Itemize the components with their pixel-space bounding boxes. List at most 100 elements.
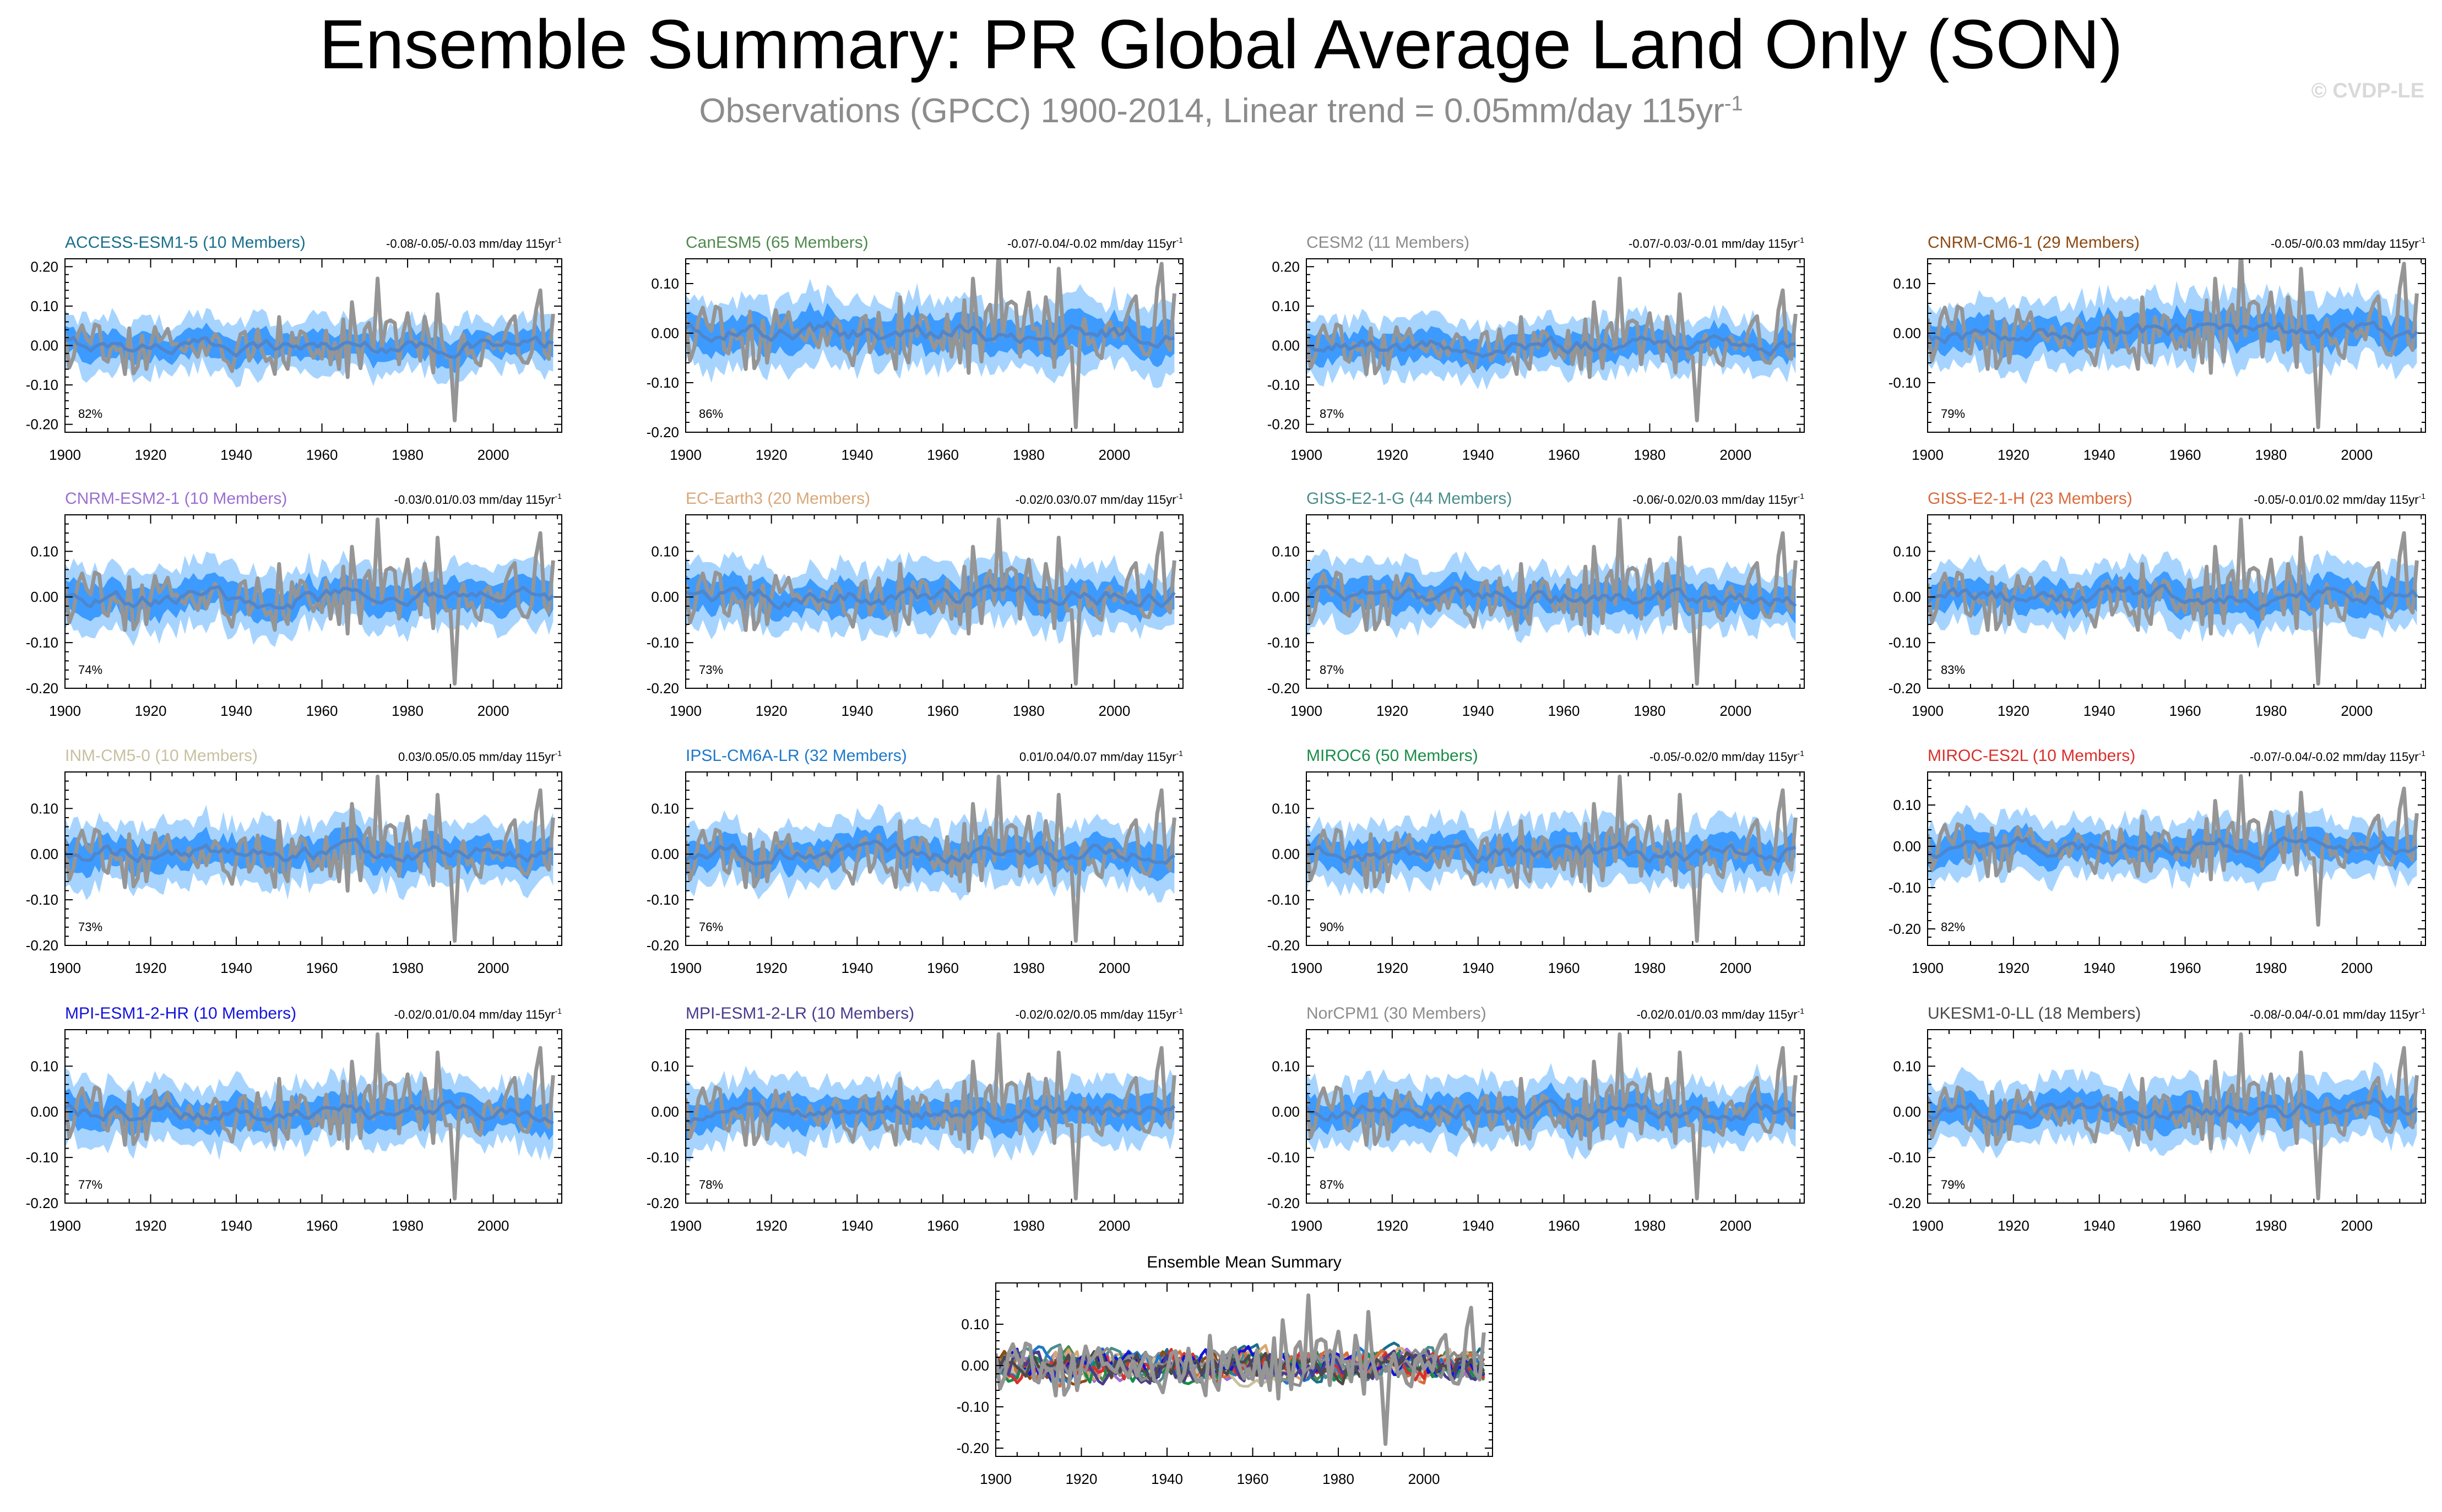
plot-frame — [64, 1029, 562, 1204]
x-tick-label: 1920 — [1998, 960, 2029, 976]
x-tick-label: 1940 — [841, 1217, 873, 1234]
x-tick-label: 1940 — [841, 960, 873, 976]
plot-area — [1306, 774, 1798, 943]
x-tick-label: 2000 — [477, 703, 509, 719]
panel-trend: -0.02/0.01/0.04 mm/day 115yr-1 — [394, 1007, 562, 1021]
plot-frame — [1306, 1029, 1805, 1204]
y-tick-label: -0.10 — [1267, 377, 1300, 393]
plot-area — [65, 774, 555, 943]
x-tick-label: 1900 — [49, 703, 81, 719]
x-tick-label: 1980 — [392, 1217, 424, 1234]
x-tick-label: 1900 — [49, 447, 81, 463]
x-tick-label: 1940 — [1462, 960, 1494, 976]
trend-exponent: -1 — [555, 749, 562, 758]
y-tick-label: 0.00 — [1893, 589, 1921, 605]
observations-line — [65, 276, 555, 422]
panel-title: CNRM-ESM2-1 (10 Members) — [65, 490, 287, 508]
x-tick-label: 1940 — [1462, 447, 1494, 463]
panel-trend: -0.05/-0/0.03 mm/day 115yr-1 — [2271, 236, 2425, 251]
plot-area — [1928, 1032, 2419, 1201]
panel-percent: 82% — [1941, 920, 1965, 934]
y-tick-label: 0.00 — [1893, 838, 1921, 855]
observations-line — [65, 774, 555, 943]
plot-frame — [995, 1282, 1493, 1457]
y-tick-label: -0.10 — [1889, 879, 1921, 896]
x-tick-label: 1920 — [135, 447, 167, 463]
panel-percent: 73% — [699, 663, 723, 677]
x-tick-label: 1980 — [1013, 960, 1045, 976]
x-tick-label: 1920 — [756, 703, 788, 719]
plot-frame — [1927, 258, 2426, 433]
x-tick-label: 1980 — [1322, 1471, 1354, 1487]
x-tick-label: 1960 — [306, 960, 338, 976]
x-tick-label: 1900 — [1912, 447, 1944, 463]
x-tick-label: 1960 — [306, 703, 338, 719]
page-title: Ensemble Summary: PR Global Average Land… — [319, 6, 2123, 83]
x-tick-label: 1980 — [2255, 703, 2287, 719]
x-tick-label: 1980 — [1634, 703, 1666, 719]
x-tick-label: 1900 — [1290, 703, 1322, 719]
panel-percent: 82% — [78, 407, 102, 421]
panel-trend: -0.02/0.01/0.03 mm/day 115yr-1 — [1637, 1007, 1805, 1021]
ensemble-mean-line — [1928, 583, 2418, 612]
x-tick-label: 1940 — [1462, 703, 1494, 719]
y-tick-label: -0.20 — [1267, 937, 1300, 954]
panel-trend: -0.03/0.01/0.03 mm/day 115yr-1 — [394, 492, 562, 507]
y-tick-label: 0.00 — [1893, 325, 1921, 341]
summary-title: Ensemble Mean Summary — [1147, 1253, 1341, 1271]
x-tick-label: 1960 — [927, 960, 959, 976]
panel-title: IPSL-CM6A-LR (32 Members) — [686, 747, 907, 765]
y-tick-label: -0.20 — [1889, 680, 1921, 697]
x-tick-label: 1940 — [1151, 1471, 1183, 1487]
x-tick-label: 1920 — [756, 1217, 788, 1234]
x-tick-label: 2000 — [1719, 703, 1751, 719]
x-tick-label: 1980 — [1013, 1217, 1045, 1234]
x-tick-label: 1960 — [927, 1217, 959, 1234]
y-tick-label: -0.10 — [1267, 1149, 1300, 1166]
x-tick-label: 1920 — [135, 703, 167, 719]
y-tick-label: -0.20 — [957, 1440, 989, 1456]
y-tick-label: 0.10 — [651, 1058, 679, 1074]
y-tick-label: 0.10 — [1893, 275, 1921, 292]
y-tick-label: -0.20 — [647, 937, 679, 954]
y-tick-label: 0.00 — [1272, 1103, 1300, 1120]
y-tick-label: 0.00 — [30, 1103, 58, 1120]
panel-percent: 74% — [78, 663, 102, 677]
y-tick-label: 0.10 — [1893, 797, 1921, 813]
x-tick-label: 1900 — [1912, 703, 1944, 719]
ensemble-mean-line — [65, 837, 553, 863]
plot-area — [65, 276, 555, 422]
x-tick-label: 2000 — [1099, 1217, 1131, 1234]
observations-line — [65, 517, 555, 686]
x-tick-label: 1960 — [2169, 447, 2201, 463]
panel-trend: -0.02/0.03/0.07 mm/day 115yr-1 — [1016, 492, 1184, 507]
x-tick-label: 1920 — [756, 960, 788, 976]
y-tick-label: -0.10 — [647, 891, 679, 908]
chart-panel-12: -0.20 -0.10 0.00 0.10 1900 1920 1940 1960 1980 20… — [26, 1004, 562, 1234]
ensemble-mean-line — [686, 584, 1176, 611]
y-tick-label: 0.00 — [1272, 589, 1300, 605]
y-tick-label: -0.20 — [1267, 680, 1300, 697]
panel-trend: -0.08/-0.05/-0.03 mm/day 115yr-1 — [386, 236, 562, 251]
x-tick-label: 1900 — [1912, 1217, 1944, 1234]
panel-percent: 77% — [78, 1178, 102, 1192]
x-tick-label: 1940 — [1462, 1217, 1494, 1234]
y-tick-label: -0.20 — [1267, 416, 1300, 433]
y-tick-label: -0.20 — [1267, 1195, 1300, 1211]
panel-percent: 79% — [1941, 407, 1965, 421]
y-tick-label: -0.10 — [1267, 634, 1300, 651]
y-tick-label: 0.20 — [1272, 258, 1300, 275]
plot-frame — [64, 771, 562, 946]
y-tick-label: -0.20 — [26, 416, 58, 433]
panel-title: CESM2 (11 Members) — [1306, 233, 1469, 252]
plot-area — [1928, 517, 2419, 686]
trend-exponent: -1 — [2419, 1007, 2426, 1015]
x-tick-label: 1900 — [670, 703, 702, 719]
y-tick-label: 0.10 — [1272, 298, 1300, 314]
plot-frame — [1306, 771, 1805, 946]
y-tick-label: -0.20 — [647, 680, 679, 697]
x-tick-label: 1960 — [1548, 1217, 1580, 1234]
y-tick-label: -0.20 — [647, 1195, 679, 1211]
panel-title: UKESM1-0-LL (18 Members) — [1928, 1004, 2141, 1022]
